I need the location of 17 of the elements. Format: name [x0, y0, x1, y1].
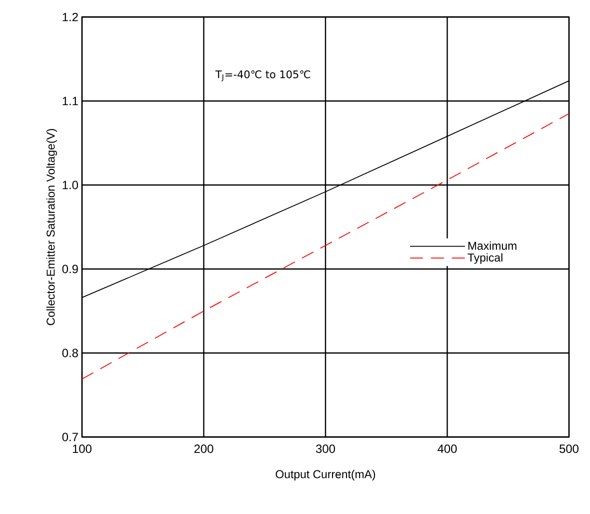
x-tick-label: 200 [194, 444, 214, 453]
legend-label: Typical [468, 253, 502, 264]
x-tick-label: 400 [438, 444, 457, 453]
line-series [82, 113, 570, 380]
y-axis-title: Collector-Emitter Saturation Voltage(V) [46, 129, 58, 326]
x-tick-label: 300 [316, 444, 336, 453]
y-tick-label: 1.1 [62, 96, 78, 106]
y-tick-label: 0.8 [62, 348, 78, 358]
y-tick-label: 1.2 [62, 12, 78, 22]
x-tick-label: 100 [72, 444, 92, 453]
y-tick-label: 0.7 [62, 432, 78, 442]
x-axis-title: Output Current(mA) [276, 470, 376, 481]
y-tick-label: 0.9 [62, 264, 78, 274]
y-tick-label: 1.0 [62, 180, 78, 190]
x-tick-label: 500 [560, 444, 579, 453]
legend-label: Maximum [468, 241, 516, 250]
annotation: T$_{J}$=-40℃ to 105℃ [215, 70, 310, 82]
